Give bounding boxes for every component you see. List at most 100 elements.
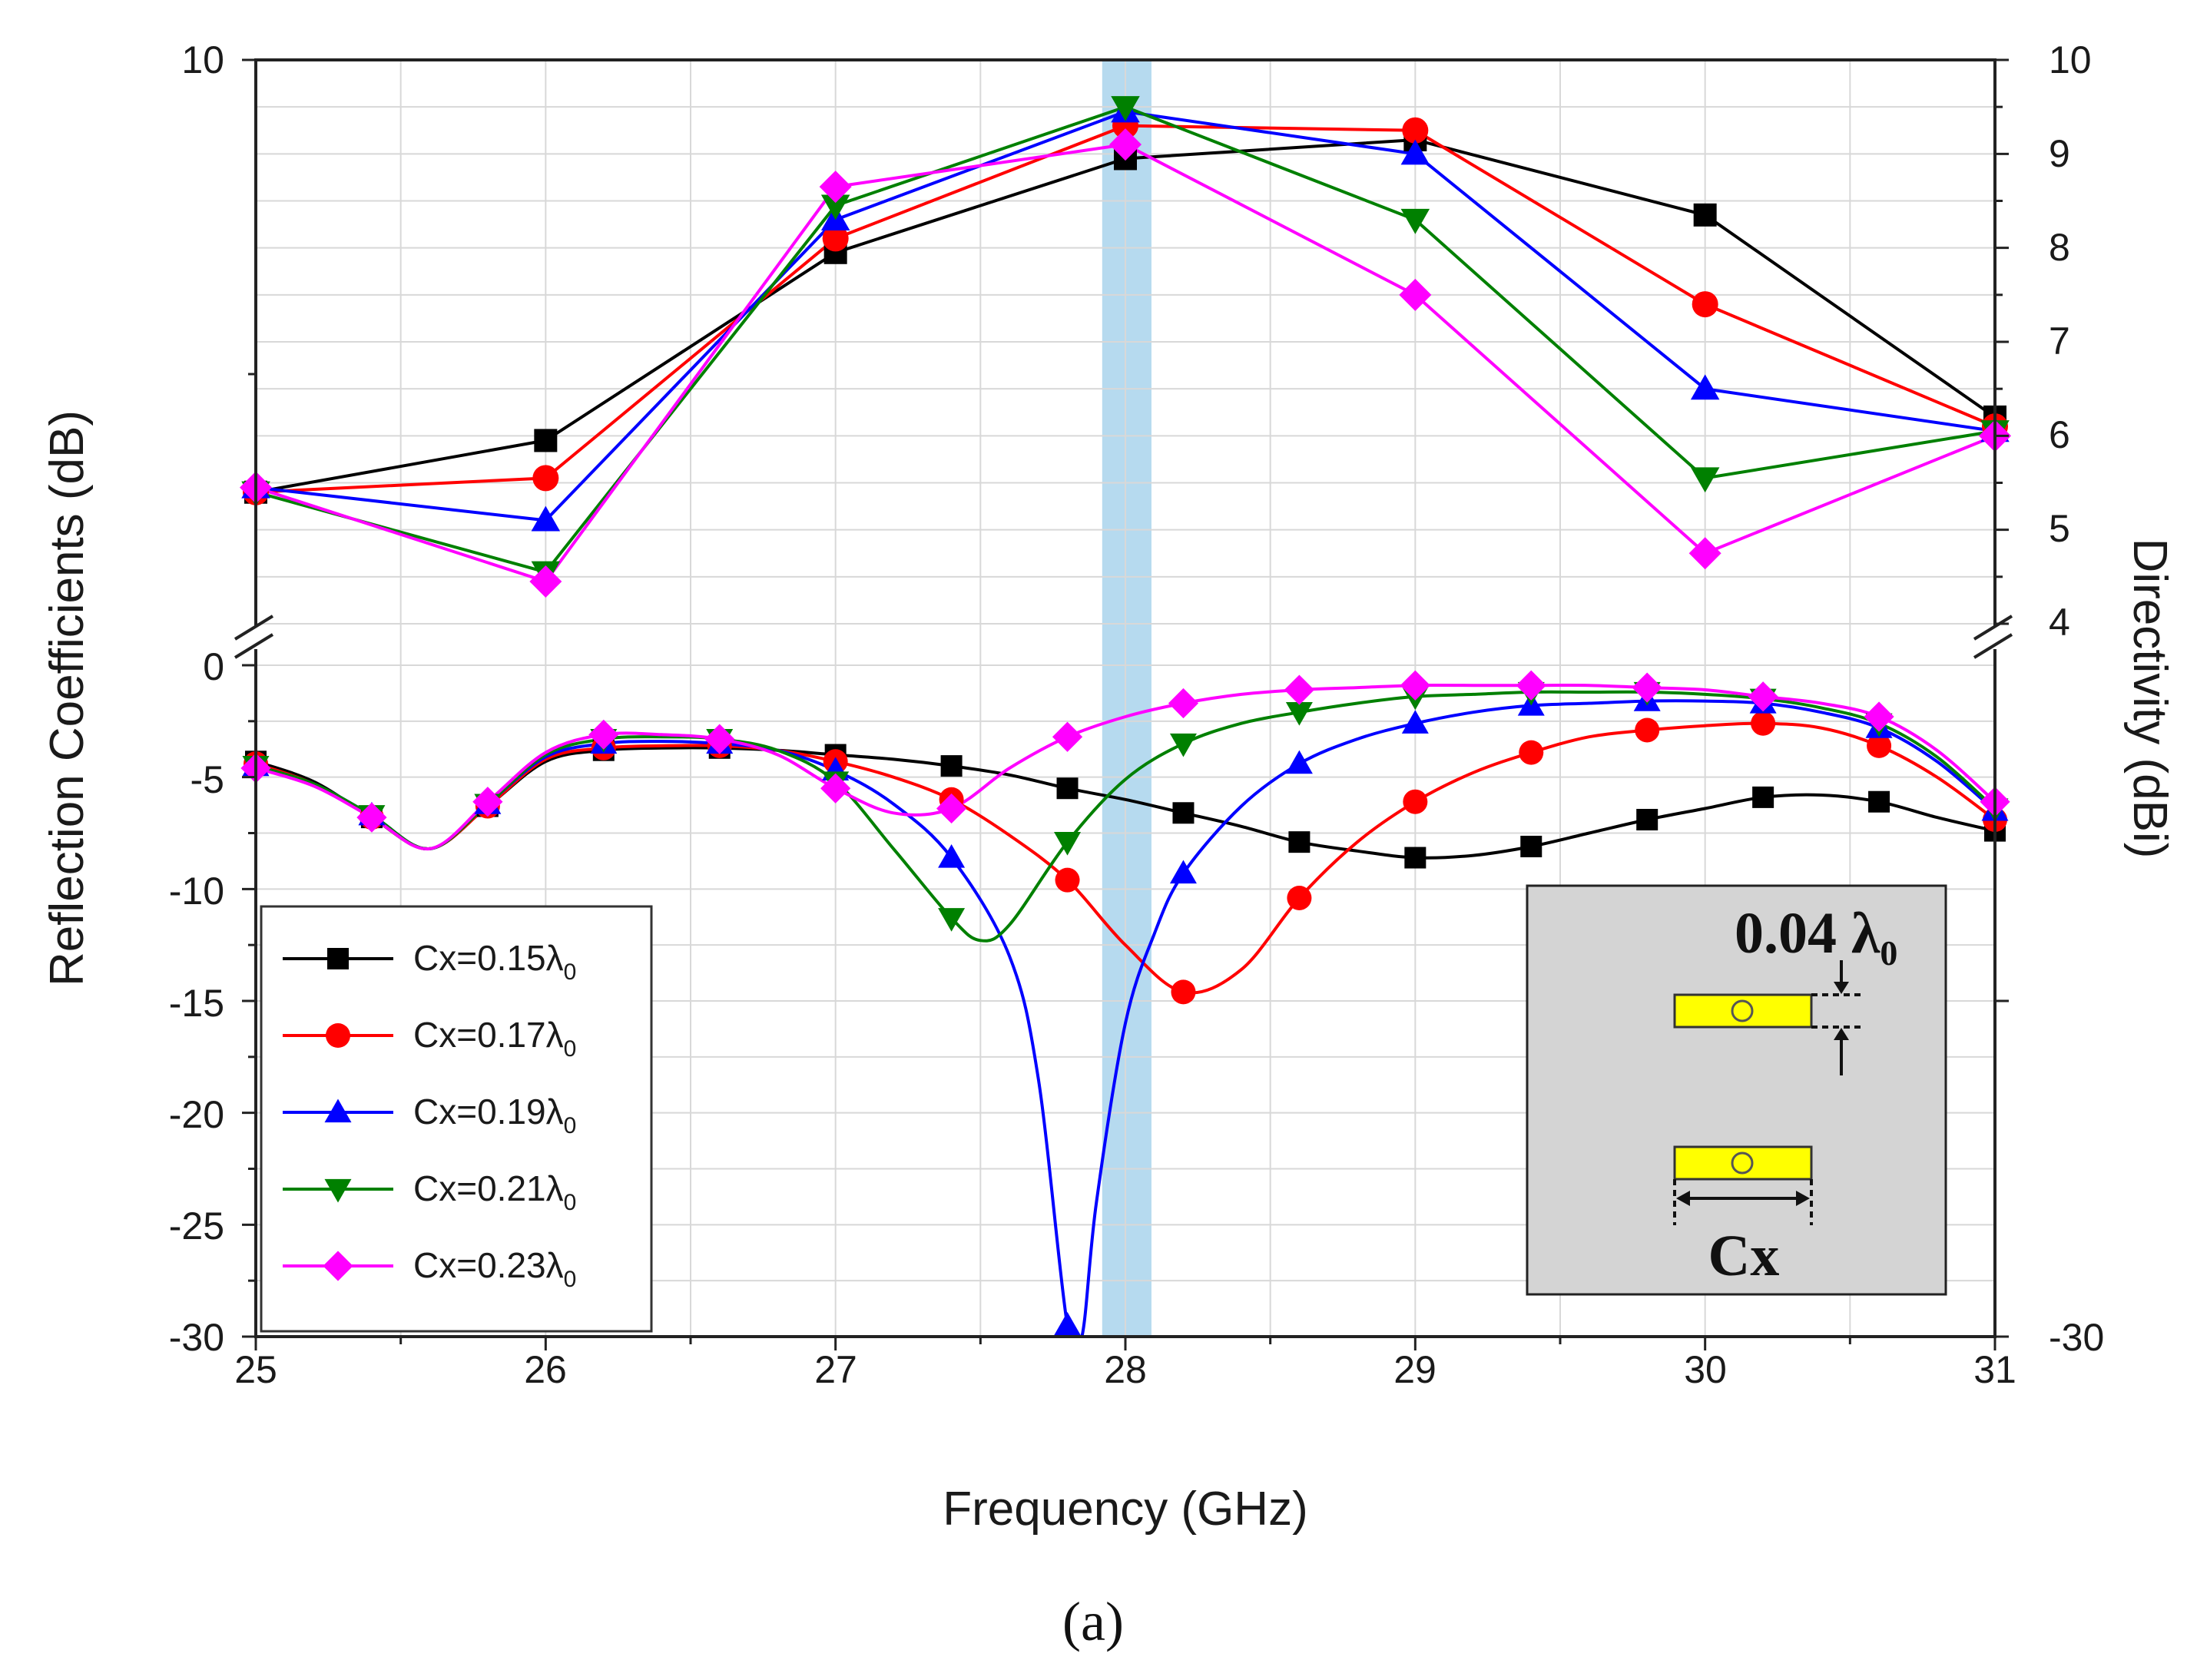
x-tick-label: 27 <box>814 1348 857 1391</box>
data-point-marker <box>1688 537 1721 570</box>
data-point-marker <box>1867 733 1892 758</box>
data-point-marker <box>819 171 852 204</box>
inset-diagram: 0.04 λ0 Cx <box>1526 884 1947 1296</box>
data-point-marker <box>936 793 967 824</box>
data-point-marker <box>1054 1311 1082 1336</box>
inset-length-label: Cx <box>1708 1224 1780 1288</box>
data-point-marker <box>1693 203 1717 227</box>
data-point-marker <box>1519 740 1544 765</box>
data-point-marker <box>532 465 559 492</box>
inset-length-arrowhead-left <box>1676 1191 1690 1206</box>
data-point-marker <box>1635 717 1660 743</box>
x-tick-labels: 25 26 27 28 29 30 31 <box>234 1348 2016 1391</box>
data-point-marker <box>1285 702 1313 726</box>
data-point-marker <box>938 908 966 932</box>
legend-label-sub: 0 <box>564 1113 577 1138</box>
data-point-marker <box>356 802 387 833</box>
data-point-marker <box>1632 672 1662 703</box>
right-axis-break-mark-upper <box>1973 615 2013 641</box>
x-tick-label: 29 <box>1393 1348 1436 1391</box>
data-point-marker <box>323 1251 353 1281</box>
data-point-marker <box>327 948 349 969</box>
left-tick-labels: 10 0 -5 -10 -15 -20 -25 -30 <box>169 38 224 1359</box>
data-point-marker <box>1109 128 1142 161</box>
axis-ticks <box>242 58 2009 1350</box>
left-tick-label: -15 <box>169 982 224 1025</box>
left-tick-label: 0 <box>203 645 224 688</box>
data-point-marker <box>1399 278 1432 311</box>
data-point-marker <box>1752 786 1774 808</box>
x-tick-label: 26 <box>524 1348 567 1391</box>
legend-label-main: Cx=0.19λ <box>413 1092 564 1132</box>
legend-label: Cx=0.15λ0 <box>413 938 576 985</box>
right-tick-label: 10 <box>2049 38 2092 81</box>
data-point-marker <box>472 787 503 817</box>
inset-width-arrowhead-top <box>1834 982 1849 994</box>
x-tick-label: 30 <box>1684 1348 1727 1391</box>
legend-label: Cx=0.21λ0 <box>413 1168 576 1215</box>
data-point-marker <box>1169 860 1197 884</box>
highlight-band-28ghz <box>1102 60 1151 1337</box>
reflection-curve-series-5 <box>256 683 1995 850</box>
legend-label: Cx=0.23λ0 <box>413 1245 576 1292</box>
data-point-marker <box>324 1098 352 1123</box>
right-axis-bottom-label: -30 <box>2049 1316 2104 1359</box>
right-axis-break-mark-lower <box>1973 633 2013 659</box>
data-point-marker <box>1864 701 1894 732</box>
left-axis-break-mark-lower <box>234 633 274 659</box>
data-point-marker <box>1285 750 1313 774</box>
data-point-marker <box>1400 670 1430 701</box>
x-axis-title: Frequency (GHz) <box>943 1483 1307 1536</box>
right-tick-label: 7 <box>2049 320 2070 363</box>
data-point-marker <box>1288 831 1311 853</box>
data-point-marker <box>1284 674 1314 705</box>
data-point-marker <box>822 225 849 252</box>
right-tick-label: 4 <box>2049 601 2070 644</box>
data-point-marker <box>1692 291 1718 318</box>
legend-items <box>283 948 393 1281</box>
data-point-marker <box>704 724 735 754</box>
legend-label-main: Cx=0.15λ <box>413 938 564 978</box>
data-point-marker <box>1402 117 1429 144</box>
data-point-marker <box>1055 867 1080 893</box>
left-tick-label: -30 <box>169 1316 224 1359</box>
inset-width-label: 0.04 λ0 <box>1735 901 1897 973</box>
data-point-marker <box>1171 979 1196 1005</box>
data-point-marker <box>1056 777 1079 800</box>
data-point-marker <box>1403 789 1428 814</box>
right-tick-label: 6 <box>2049 413 2070 456</box>
legend-label-sub: 0 <box>564 1267 577 1292</box>
legend-label-sub: 0 <box>564 1036 577 1062</box>
left-tick-label: -5 <box>191 758 224 801</box>
right-tick-labels: 10 9 8 7 6 5 4 -30 <box>2049 38 2104 1359</box>
legend-label-sub: 0 <box>564 1190 577 1215</box>
data-point-marker <box>326 1023 350 1048</box>
right-tick-label: 5 <box>2049 507 2070 550</box>
data-point-marker <box>1520 835 1542 857</box>
figure-caption: (a) <box>1062 1591 1124 1652</box>
inset-lower-feed-point <box>1731 1151 1754 1175</box>
data-point-marker <box>1636 809 1658 831</box>
left-axis-break-mark-upper <box>234 615 274 641</box>
data-point-marker <box>1168 688 1199 719</box>
right-axis-title: Directivity (dBi) <box>2123 538 2176 859</box>
data-point-marker <box>1111 96 1140 121</box>
data-point-marker <box>1401 710 1429 734</box>
inset-upper-feed-point <box>1731 999 1754 1022</box>
data-point-marker <box>1052 721 1083 752</box>
inset-upper-strip <box>1673 993 1813 1029</box>
data-point-marker <box>1751 711 1776 736</box>
inset-lower-strip <box>1673 1145 1813 1181</box>
data-point-marker <box>324 1178 352 1203</box>
inset-background <box>1526 884 1947 1296</box>
legend-box <box>260 905 653 1333</box>
inset-width-arrowhead-bottom <box>1834 1028 1849 1040</box>
left-axis-title: Reflection Coefficients (dB) <box>41 410 94 986</box>
data-point-marker <box>1400 208 1430 234</box>
marker-layer <box>240 96 2011 1336</box>
legend-label-main: Cx=0.23λ <box>413 1245 564 1285</box>
x-tick-label: 31 <box>1973 1348 2016 1391</box>
inset-length-arrowhead-right <box>1796 1191 1810 1206</box>
